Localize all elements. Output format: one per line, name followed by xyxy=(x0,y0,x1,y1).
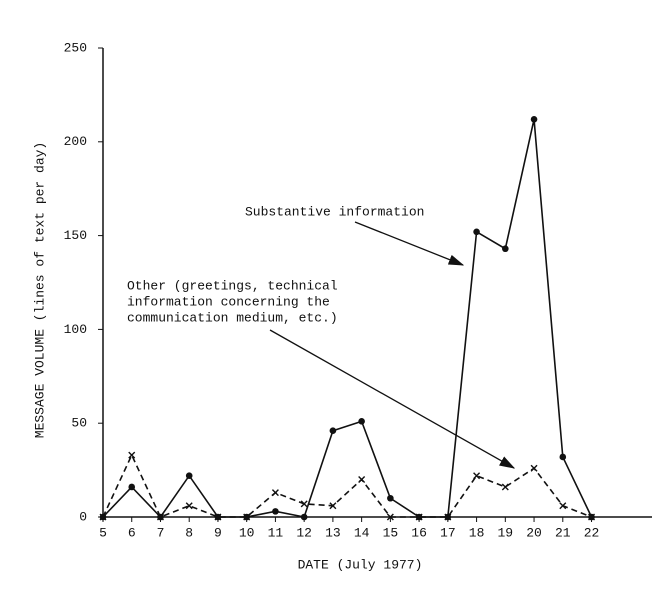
point xyxy=(501,483,509,491)
x-tick-label: 15 xyxy=(383,525,399,540)
point xyxy=(530,464,538,472)
x-tick-label: 20 xyxy=(526,525,542,540)
point xyxy=(185,502,193,510)
point xyxy=(214,513,222,521)
x-tick-label: 16 xyxy=(411,525,427,540)
point xyxy=(99,513,107,521)
point xyxy=(415,513,423,521)
x-tick-label: 7 xyxy=(157,525,165,540)
point xyxy=(128,483,136,491)
x-tick-label: 13 xyxy=(325,525,341,540)
point xyxy=(559,502,567,510)
point xyxy=(300,500,308,508)
x-tick-label: 10 xyxy=(239,525,255,540)
x-tick-label: 12 xyxy=(296,525,312,540)
point xyxy=(588,513,596,521)
y-tick-label: 100 xyxy=(64,322,87,337)
point xyxy=(473,228,480,236)
annotation: information concerning the xyxy=(127,294,330,309)
series-line xyxy=(102,119,593,519)
x-tick-label: 11 xyxy=(268,525,284,540)
point xyxy=(329,502,337,510)
series-line xyxy=(102,453,592,519)
x-tick-label: 18 xyxy=(469,525,485,540)
y-tick-label: 200 xyxy=(64,134,87,149)
x-tick-label: 17 xyxy=(440,525,456,540)
x-tick-label: 21 xyxy=(555,525,571,540)
x-tick-label: 22 xyxy=(584,525,600,540)
point xyxy=(559,453,567,461)
annotation-arrow xyxy=(354,221,465,266)
point xyxy=(444,513,452,521)
annotation: communication medium, etc.) xyxy=(127,310,338,325)
point xyxy=(387,494,394,502)
point xyxy=(243,513,251,521)
x-tick-label: 5 xyxy=(99,525,107,540)
annotation: Substantive information xyxy=(245,204,424,219)
x-tick-label: 9 xyxy=(214,525,222,540)
annotation-arrow xyxy=(269,329,516,469)
x-axis-label: DATE (July 1977) xyxy=(298,557,423,572)
y-tick-label: 50 xyxy=(71,416,87,431)
x-tick-label: 6 xyxy=(128,525,136,540)
point xyxy=(156,513,164,521)
x-tick-label: 19 xyxy=(498,525,514,540)
point xyxy=(271,489,279,497)
point xyxy=(386,513,394,521)
annotation: Other (greetings, technical xyxy=(127,278,338,293)
y-axis-label: MESSAGE VOLUME (lines of text per day) xyxy=(32,142,47,438)
y-tick-label: 250 xyxy=(64,40,87,55)
point xyxy=(358,418,365,425)
point xyxy=(185,472,193,480)
y-tick-label: 150 xyxy=(64,228,87,243)
x-tick-label: 14 xyxy=(354,525,370,540)
x-tick-label: 8 xyxy=(185,525,193,540)
point xyxy=(502,245,509,253)
point xyxy=(272,508,279,515)
point xyxy=(358,475,366,483)
y-tick-label: 0 xyxy=(79,509,87,524)
point xyxy=(329,427,337,435)
point xyxy=(473,472,481,480)
point xyxy=(300,513,308,521)
point xyxy=(128,451,136,459)
point xyxy=(530,115,538,123)
